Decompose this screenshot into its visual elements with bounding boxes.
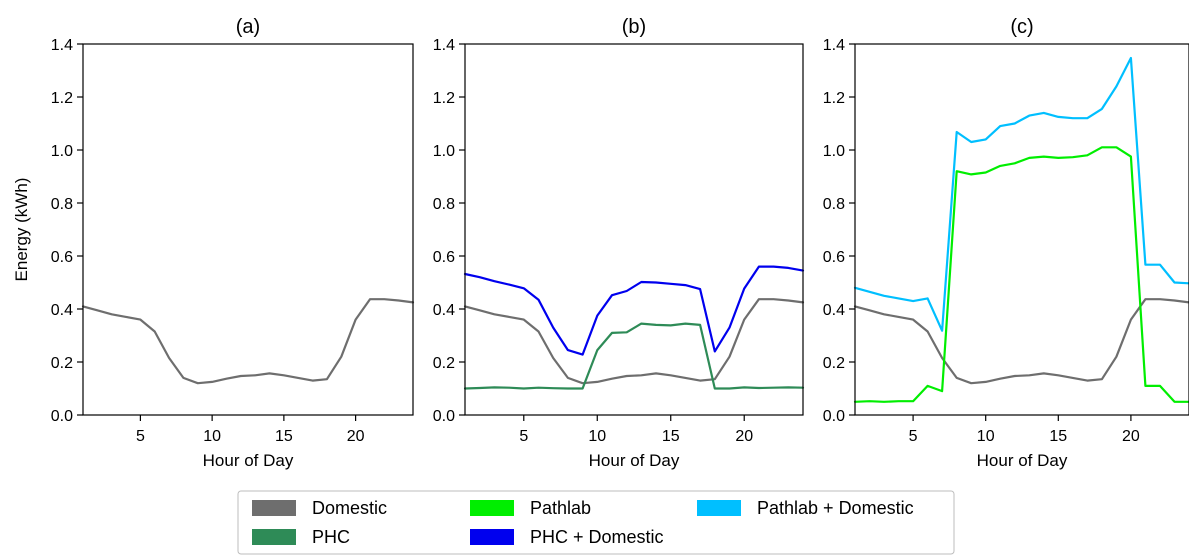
x-tick-label: 5 bbox=[136, 428, 145, 445]
legend-label: PHC + Domestic bbox=[530, 527, 664, 547]
x-tick-label: 15 bbox=[1049, 428, 1067, 445]
x-tick-label: 15 bbox=[662, 428, 680, 445]
series-line-pathlab-domestic bbox=[853, 56, 1189, 332]
x-tick-label: 5 bbox=[909, 428, 918, 445]
legend-swatch bbox=[697, 500, 741, 516]
x-tick-label: 5 bbox=[519, 428, 528, 445]
y-tick-label: 1.4 bbox=[433, 37, 455, 54]
series-line-pathlab bbox=[853, 146, 1189, 403]
legend-item-phc: PHC bbox=[252, 527, 350, 547]
y-tick-label: 0.0 bbox=[51, 408, 73, 425]
legend-swatch bbox=[252, 500, 296, 516]
y-tick-label: 0.4 bbox=[823, 302, 845, 319]
legend-swatch bbox=[252, 529, 296, 545]
x-tick-label: 10 bbox=[203, 428, 221, 445]
y-tick-label: 1.2 bbox=[51, 90, 73, 107]
panel-2: (c) 0.0 0.2 0.4 0.6 0.8 1.0 1.2 1.4 5 10 15 20 Hour o… bbox=[823, 16, 1189, 470]
legend-label: Pathlab + Domestic bbox=[757, 498, 914, 518]
series-line-domestic bbox=[853, 298, 1189, 385]
panel-title: (c) bbox=[1010, 16, 1033, 38]
y-tick-label: 0.2 bbox=[823, 355, 845, 372]
x-axis-label: Hour of Day bbox=[203, 451, 294, 470]
x-axis-label: Hour of Day bbox=[977, 451, 1068, 470]
y-tick-label: 0.4 bbox=[433, 302, 455, 319]
x-tick-label: 15 bbox=[275, 428, 293, 445]
y-tick-label: 0.6 bbox=[51, 249, 73, 266]
y-tick-label: 1.2 bbox=[823, 90, 845, 107]
legend-label: Pathlab bbox=[530, 498, 591, 518]
series-line-phc-domestic bbox=[463, 265, 805, 356]
legend-swatch bbox=[470, 500, 514, 516]
series-line-domestic bbox=[81, 298, 415, 385]
legend-item-domestic: Domestic bbox=[252, 498, 387, 518]
legend-box bbox=[237, 490, 955, 555]
y-tick-label: 1.4 bbox=[51, 37, 73, 54]
legend-swatch bbox=[470, 529, 514, 545]
plot-frame bbox=[464, 43, 804, 416]
x-tick-label: 20 bbox=[347, 428, 365, 445]
y-tick-label: 0.8 bbox=[51, 196, 73, 213]
plot-frame bbox=[82, 43, 414, 416]
x-tick-label: 20 bbox=[1122, 428, 1140, 445]
series-line-phc bbox=[463, 322, 805, 390]
y-tick-label: 1.2 bbox=[433, 90, 455, 107]
y-tick-label: 0.2 bbox=[51, 355, 73, 372]
panel-title: (b) bbox=[622, 16, 646, 38]
legend-item-pathlab: Pathlab bbox=[470, 498, 591, 518]
y-tick-label: 0.4 bbox=[51, 302, 73, 319]
y-tick-label: 0.0 bbox=[433, 408, 455, 425]
y-tick-label: 1.0 bbox=[51, 143, 73, 160]
y-tick-label: 1.0 bbox=[823, 143, 845, 160]
y-tick-label: 0.6 bbox=[823, 249, 845, 266]
y-tick-label: 0.0 bbox=[823, 408, 845, 425]
legend-item-pathlab-domestic: Pathlab + Domestic bbox=[697, 498, 914, 518]
plot-frame bbox=[854, 43, 1189, 416]
y-tick-label: 0.8 bbox=[433, 196, 455, 213]
series-line-domestic bbox=[463, 298, 805, 385]
x-axis-label: Hour of Day bbox=[589, 451, 680, 470]
legend: Domestic Pathlab Pathlab + Domestic PHC PHC … bbox=[237, 490, 955, 555]
y-tick-label: 0.2 bbox=[433, 355, 455, 372]
y-tick-label: 1.4 bbox=[823, 37, 845, 54]
x-tick-label: 20 bbox=[735, 428, 753, 445]
y-axis-label: Energy (kWh) bbox=[12, 178, 31, 282]
x-tick-label: 10 bbox=[977, 428, 995, 445]
legend-item-phc-domestic: PHC + Domestic bbox=[470, 527, 664, 547]
y-tick-label: 0.8 bbox=[823, 196, 845, 213]
legend-label: PHC bbox=[312, 527, 350, 547]
y-tick-label: 1.0 bbox=[433, 143, 455, 160]
panel-0: (a) 0.0 0.2 0.4 0.6 0.8 1.0 1.2 1.4 5 10 15 20 Hour o… bbox=[12, 16, 415, 470]
panel-title: (a) bbox=[236, 16, 260, 38]
panel-1: (b) 0.0 0.2 0.4 0.6 0.8 1.0 1.2 1.4 5 10 15 20 Hour o… bbox=[433, 16, 805, 470]
x-tick-label: 10 bbox=[588, 428, 606, 445]
legend-label: Domestic bbox=[312, 498, 387, 518]
y-tick-label: 0.6 bbox=[433, 249, 455, 266]
